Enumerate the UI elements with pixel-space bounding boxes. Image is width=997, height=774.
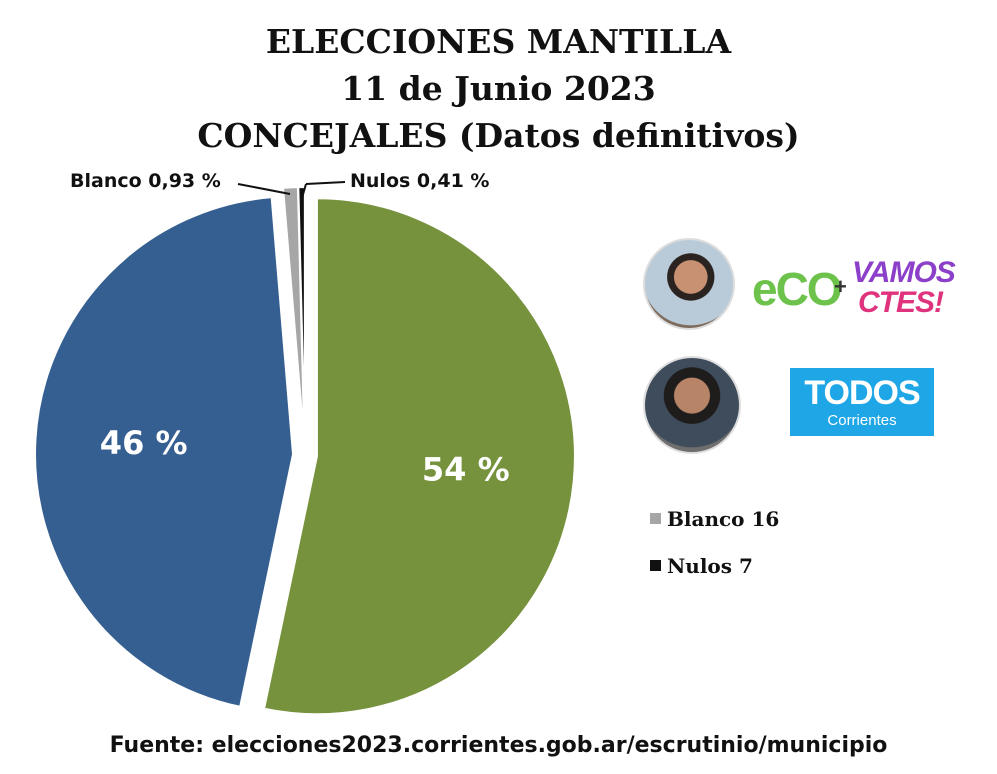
legend-label-blanco: Blanco 16 (667, 507, 780, 531)
source-note: Fuente: elecciones2023.corrientes.gob.ar… (109, 733, 888, 758)
legend-swatch-blanco (650, 513, 661, 524)
pie-slice-label-1: 46 % (100, 424, 188, 462)
callout-nulos-label: Nulos 0,41 % (350, 170, 490, 192)
pie-slice-label-0: 54 % (422, 451, 510, 489)
pie-slice-1 (34, 196, 295, 708)
pie-slice-0 (262, 197, 576, 716)
ctes-logo-text: CTES! (858, 286, 944, 319)
todos-corrientes-logo: TODOS Corrientes (790, 368, 934, 436)
eco-logo-text: eCO (752, 263, 843, 315)
leader-line-nulos (305, 181, 346, 185)
logo-plus-sign: + (834, 274, 847, 299)
legend-item-blanco: Blanco 16 (650, 507, 779, 531)
candidate-photo-eco (643, 238, 735, 330)
todos-logo-subtext: Corrientes (827, 412, 897, 429)
title-line-2: 11 de Junio 2023 (341, 69, 656, 108)
vamos-logo-text: VAMOS (852, 256, 956, 289)
title-line-3: CONCEJALES (Datos definitivos) (197, 116, 800, 155)
leader-line-nulos-2 (301, 183, 307, 199)
title-line-1: ELECCIONES MANTILLA (265, 22, 732, 61)
candidate-photo-todos (643, 356, 741, 454)
legend-label-nulos: Nulos 7 (667, 554, 753, 578)
leader-line-blanco (237, 183, 291, 195)
legend-swatch-nulos (650, 560, 661, 571)
eco-vamos-logo: eCO + VAMOS CTES! (752, 256, 967, 326)
callout-blanco-label: Blanco 0,93 % (70, 170, 221, 192)
legend-item-nulos: Nulos 7 (650, 554, 753, 578)
todos-logo-text: TODOS (804, 374, 920, 412)
chart-title: ELECCIONES MANTILLA 11 de Junio 2023 CON… (0, 18, 997, 159)
